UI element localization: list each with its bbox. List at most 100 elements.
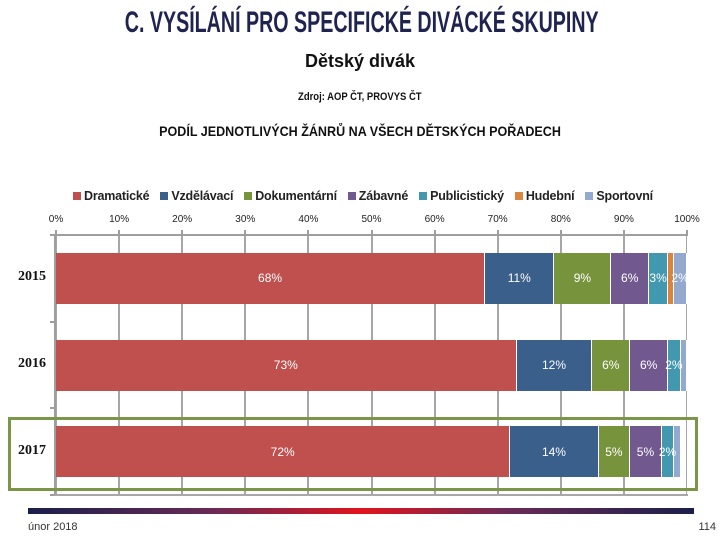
legend-label: Zábavné	[358, 189, 409, 203]
x-axis-tick	[118, 230, 121, 235]
legend-swatch-icon	[514, 192, 523, 200]
data-label: 9%	[573, 271, 592, 286]
data-label: 2%	[658, 444, 677, 459]
data-label: 68%	[258, 271, 283, 286]
bar-segment-hudebni	[668, 252, 675, 304]
x-axis-tick	[307, 230, 310, 235]
bar-segment-dramaticke: 73%	[56, 339, 517, 391]
x-tick-label: 40%	[298, 214, 319, 225]
legend-swatch-icon	[419, 192, 428, 200]
y-axis-tick	[50, 320, 55, 323]
x-axis-tick	[622, 230, 625, 235]
legend-item-sportovni: Sportovní	[585, 189, 653, 203]
chart-title-row: PODÍL JEDNOTLIVÝCH ŽÁNRŮ NA VŠECH DĚTSKÝ…	[0, 123, 720, 141]
bar-segment-publicisticky: 2%	[665, 339, 683, 391]
source-note-row: Zdroj: AOP ČT, PROVYS ČT	[0, 87, 720, 105]
data-label: 6%	[639, 358, 658, 372]
chart-legend: Dramatické Vzdělávací Dokumentární Zábavné P…	[73, 188, 653, 204]
legend-item-vzdelavaci: Vzdělávací	[160, 189, 233, 203]
legend-label: Publicistický	[430, 189, 504, 203]
x-tick-label: 90%	[613, 214, 634, 225]
data-label: 2%	[665, 358, 683, 372]
bar-segment-sportovni	[680, 339, 687, 391]
plot-area: 68%11%9%6%3%2%73%12%6%6%2%72%14%5%5%2%	[56, 235, 687, 495]
footer-date: únor 2018	[28, 521, 78, 533]
footer-gradient-bar	[28, 508, 694, 514]
y-axis-line	[54, 234, 56, 496]
plot-bottom-line	[55, 494, 688, 496]
legend-swatch-icon	[347, 192, 356, 200]
legend-item-dokumentarni: Dokumentární	[244, 189, 337, 203]
bar-segment-dokumentarni: 9%	[554, 252, 612, 304]
x-tick-label: 70%	[487, 214, 508, 225]
legend-swatch-icon	[585, 192, 594, 200]
bar-segment-publicisticky: 3%	[649, 252, 669, 304]
legend-label: Dramatické	[84, 189, 150, 203]
category-label-2015: 2015	[18, 269, 46, 284]
data-label: 6%	[621, 271, 639, 286]
legend-item-hudebni: Hudební	[514, 189, 575, 203]
category-label-2017: 2017	[18, 443, 46, 458]
legend-item-zabavne: Zábavné	[347, 189, 409, 203]
legend-item-dramaticke: Dramatické	[73, 189, 150, 203]
y-axis-tick	[50, 494, 55, 496]
page-subtitle-row: Dětský divák	[0, 49, 720, 73]
bar-row-2017: 72% 14% 5% 5% 2%	[56, 426, 681, 478]
bar-segment-vzdelavaci: 14%	[510, 426, 599, 478]
bar-segment-zabavne: 6%	[611, 252, 650, 304]
x-tick-label: 100%	[674, 214, 700, 225]
page-title-row: C. VYSÍLÁNÍ PRO SPECIFICKÉ DIVÁCKÉ SKUPI…	[0, 6, 720, 40]
x-axis-tick	[686, 230, 688, 235]
legend-label: Vzdělávací	[171, 189, 234, 203]
category-label-2016: 2016	[18, 356, 46, 371]
chart-title: PODÍL JEDNOTLIVÝCH ŽÁNRŮ NA VŠECH DĚTSKÝ…	[159, 124, 561, 139]
page-title: C. VYSÍLÁNÍ PRO SPECIFICKÉ DIVÁCKÉ SKUPI…	[124, 6, 599, 39]
x-tick-label: 30%	[235, 214, 256, 225]
data-label: 2%	[671, 271, 687, 286]
data-label: 72%	[270, 444, 295, 459]
bar-segment-dokumentarni: 5%	[598, 426, 631, 478]
legend-swatch-icon	[73, 192, 81, 200]
page-number: 114	[698, 521, 716, 533]
x-tick-label: 20%	[172, 214, 193, 225]
x-axis-tick	[559, 230, 562, 235]
bar-segment-dramaticke: 68%	[56, 252, 486, 304]
legend-label: Sportovní	[596, 189, 653, 203]
x-axis-tick	[244, 230, 247, 235]
bar-row-2015: 68% 11% 9% 6% 3% 2%	[56, 252, 687, 304]
x-tick-label: 80%	[550, 214, 571, 225]
bar-segment-vzdelavaci: 12%	[516, 339, 593, 391]
legend-item-publicisticky: Publicistický	[419, 189, 504, 203]
x-axis-tick	[181, 230, 184, 235]
data-label: 5%	[605, 444, 623, 459]
legend-swatch-icon	[244, 192, 253, 200]
bar-segment-publicisticky: 2%	[658, 426, 677, 478]
x-tick-label: 60%	[424, 214, 445, 225]
page-subtitle: Dětský divák	[304, 51, 416, 71]
x-axis-tick	[496, 230, 499, 235]
data-label: 11%	[507, 271, 531, 286]
x-axis-line	[55, 234, 688, 236]
data-label: 3%	[649, 271, 667, 286]
x-axis-tick-labels: 0% 10% 20% 30% 40% 50% 60% 70% 80% 90% 100%	[0, 213, 720, 227]
data-label: 12%	[541, 358, 566, 372]
bar-row-2016: 73% 12% 6% 6% 2%	[56, 339, 687, 391]
bar-segment-dokumentarni: 6%	[592, 339, 631, 391]
data-label: 73%	[273, 358, 298, 372]
data-label: 6%	[602, 358, 620, 372]
bar-segment-vzdelavaci: 11%	[485, 252, 555, 304]
source-note: Zdroj: AOP ČT, PROVYS ČT	[298, 91, 422, 103]
legend-swatch-icon	[160, 192, 169, 200]
bar-segment-zabavne: 5%	[630, 426, 662, 478]
data-label: 14%	[541, 444, 566, 459]
data-label: 5%	[636, 444, 655, 459]
bar-segment-sportovni	[674, 426, 681, 478]
x-tick-label: 10%	[109, 214, 130, 225]
bar-segment-dramaticke: 72%	[56, 426, 511, 478]
x-tick-label: 50%	[361, 214, 382, 225]
bar-segment-zabavne: 6%	[630, 339, 669, 391]
x-axis-tick	[370, 230, 373, 235]
legend-label: Dokumentární	[255, 189, 337, 203]
bar-segment-sportovni: 2%	[671, 252, 687, 304]
x-axis-tick	[433, 230, 436, 235]
